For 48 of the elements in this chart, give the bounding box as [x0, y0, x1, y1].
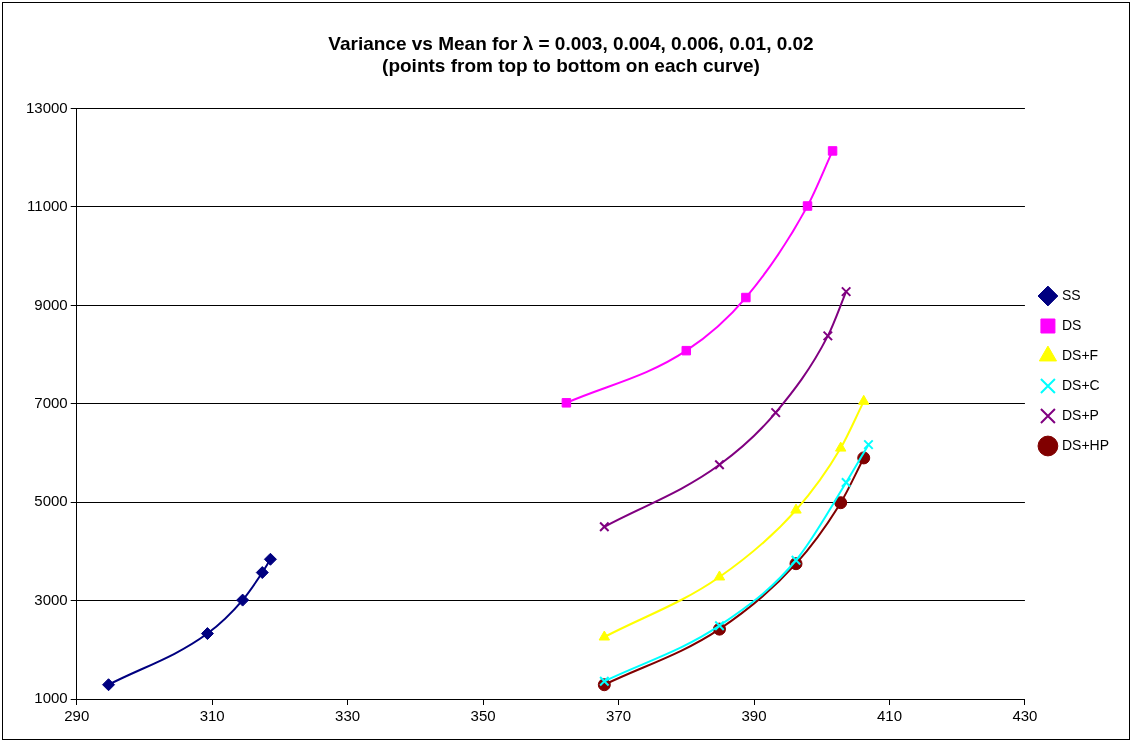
legend-label: SS	[1061, 286, 1081, 303]
point	[102, 678, 116, 692]
legend-label: DS+P	[1061, 406, 1099, 423]
y-tick-label: 9000	[34, 295, 68, 313]
y-tick-label: 11000	[27, 197, 68, 215]
point	[713, 570, 726, 581]
point	[840, 477, 852, 488]
y-tick-label: 7000	[34, 393, 68, 411]
point	[790, 503, 802, 514]
x-tick-label: 390	[741, 707, 767, 725]
point	[200, 627, 214, 641]
point	[714, 459, 725, 471]
y-tick-label: 13000	[25, 98, 68, 116]
point	[236, 593, 250, 607]
x-tick-label: 330	[335, 707, 361, 725]
legend-label: DS+F	[1061, 346, 1099, 363]
point	[827, 146, 838, 156]
legend-label: DS+C	[1061, 376, 1100, 393]
point	[598, 630, 611, 641]
point	[599, 521, 610, 533]
point	[822, 330, 834, 342]
point	[858, 394, 870, 405]
point	[863, 439, 874, 450]
point	[741, 292, 751, 303]
point	[790, 555, 802, 566]
y-tick-label: 3000	[34, 590, 68, 608]
x-tick-label: 430	[1012, 707, 1038, 725]
x-tick-label: 410	[876, 707, 902, 725]
point	[561, 398, 572, 408]
point	[714, 620, 725, 631]
point	[834, 496, 848, 510]
point	[263, 552, 277, 566]
legend-label: DS	[1061, 316, 1082, 333]
point	[255, 566, 269, 580]
point	[840, 286, 852, 297]
point	[770, 407, 781, 418]
point	[802, 201, 813, 211]
y-tick-label: 5000	[34, 492, 68, 510]
point	[835, 441, 847, 452]
chart-title: Variance vs Mean for λ = 0.003, 0.004, 0.006, 0.01, 0.02 (points from top to bottom on each curve)	[328, 32, 814, 77]
y-tick-label: 1000	[34, 689, 68, 707]
x-tick-label: 290	[64, 707, 90, 725]
legend-label: DS+HP	[1061, 436, 1110, 453]
x-tick-label: 370	[606, 707, 632, 725]
x-tick-label: 310	[199, 707, 225, 725]
point	[599, 676, 610, 687]
point	[681, 345, 692, 356]
x-tick-label: 350	[470, 707, 496, 725]
